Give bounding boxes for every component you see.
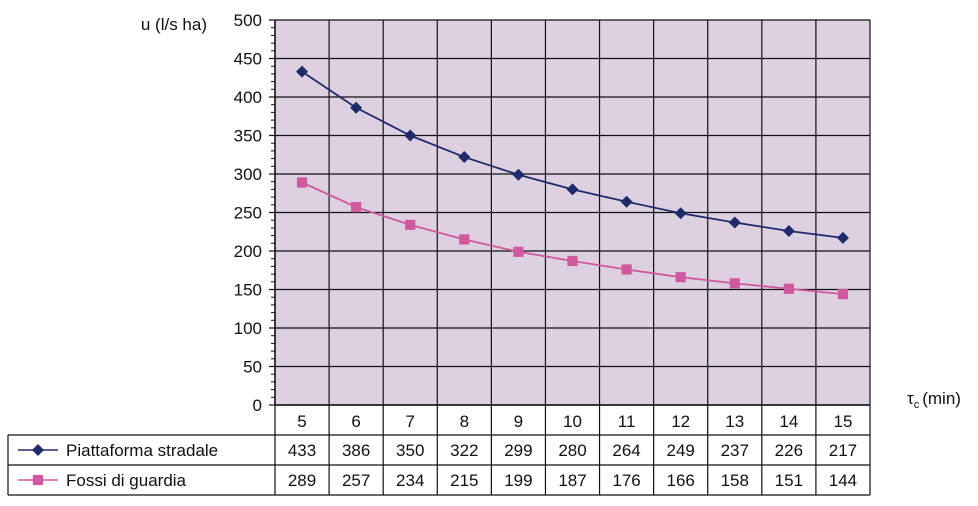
- data-cell: 299: [504, 441, 532, 460]
- x-tick-label: 11: [618, 412, 636, 431]
- legend-label: Fossi di guardia: [66, 471, 187, 490]
- data-point: [513, 246, 524, 257]
- data-cell: 217: [829, 441, 857, 460]
- data-point: [621, 264, 632, 275]
- legend-key-marker: [32, 444, 44, 456]
- data-point: [296, 65, 309, 78]
- data-point: [674, 207, 687, 220]
- x-tick-label: 9: [514, 412, 523, 431]
- y-tick-label: 300: [234, 165, 262, 184]
- data-point: [782, 224, 795, 237]
- legend-label: Piattaforma stradale: [66, 441, 218, 460]
- x-tick-label: 6: [351, 412, 360, 431]
- y-axis: 0 50 100 150 200 250 300 350 400 450 500: [234, 11, 276, 415]
- data-cell: 234: [396, 471, 424, 490]
- data-cell: 166: [666, 471, 694, 490]
- data-table: 5 6 7 8 9 10 11 12 13 14 15 Piattaforma stradale 433…: [7, 404, 871, 496]
- data-cell: 350: [396, 441, 424, 460]
- data-cell: 215: [450, 471, 478, 490]
- x-axis-label: τc (min): [907, 389, 961, 411]
- x-tick-label: 10: [563, 412, 582, 431]
- data-cell: 144: [829, 471, 857, 490]
- y-tick-label: 250: [234, 204, 262, 223]
- data-point: [296, 177, 308, 188]
- data-cell: 280: [558, 441, 586, 460]
- data-cell: 158: [721, 471, 749, 490]
- data-cell: 151: [775, 471, 803, 490]
- data-point: [675, 272, 686, 283]
- x-tick-label: 8: [460, 412, 469, 431]
- data-point: [620, 195, 633, 208]
- data-cell: 249: [666, 441, 694, 460]
- data-cell: 257: [342, 471, 370, 490]
- y-tick-label: 450: [234, 50, 262, 69]
- data-cell: 176: [612, 471, 640, 490]
- data-point: [351, 202, 362, 213]
- data-point: [566, 183, 579, 196]
- data-point: [405, 219, 416, 230]
- y-tick-label: 350: [234, 127, 262, 146]
- data-point: [729, 278, 740, 289]
- data-point: [459, 234, 470, 245]
- x-tick-label: 15: [833, 412, 852, 431]
- data-cell: 289: [288, 471, 316, 490]
- x-tick-label: 5: [297, 412, 306, 431]
- data-cell: 386: [342, 441, 370, 460]
- y-tick-label: 0: [253, 396, 262, 415]
- data-point: [728, 216, 741, 229]
- y-tick-label: 400: [234, 88, 262, 107]
- data-point: [404, 129, 417, 142]
- y-tick-label: 200: [234, 242, 262, 261]
- data-cell: 187: [558, 471, 586, 490]
- y-tick-label: 150: [234, 281, 262, 300]
- series-layer: [296, 65, 849, 300]
- x-tick-label: 7: [405, 412, 414, 431]
- data-point: [350, 101, 363, 114]
- data-cell: 199: [504, 471, 532, 490]
- x-tick-label: 12: [671, 412, 690, 431]
- data-point: [458, 151, 471, 164]
- data-point: [783, 283, 794, 294]
- data-point: [512, 168, 525, 181]
- data-point: [837, 289, 849, 300]
- x-tick-label: 14: [779, 412, 798, 431]
- data-point: [567, 255, 578, 267]
- gridlines: [274, 19, 871, 406]
- y-tick-label: 500: [234, 11, 262, 30]
- data-point: [836, 231, 849, 244]
- data-cell: 322: [450, 441, 478, 460]
- data-cell: 433: [288, 441, 316, 460]
- y-axis-label: u (l/s ha): [141, 15, 207, 34]
- data-cell: 237: [721, 441, 749, 460]
- y-tick-label: 100: [234, 319, 262, 338]
- data-cell: 264: [612, 441, 640, 460]
- legend-key-marker: [32, 474, 44, 486]
- x-tick-label: 13: [725, 412, 744, 431]
- y-tick-label: 50: [243, 358, 262, 377]
- data-cell: 226: [775, 441, 803, 460]
